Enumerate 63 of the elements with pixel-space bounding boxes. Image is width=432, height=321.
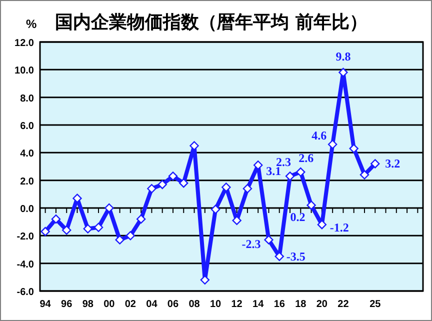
point (94, 222, 104, 232)
data-label: 9.8 (336, 49, 351, 64)
point (126, 231, 136, 240)
y-tick-label: 8.0 (20, 93, 34, 104)
point (115, 235, 124, 244)
x-tick-label: 00 (104, 299, 116, 310)
data-label: 2.6 (298, 151, 314, 166)
point (136, 214, 146, 224)
x-tick-label: 02 (124, 299, 136, 310)
y-tick-label: 4.0 (20, 148, 34, 160)
point (62, 226, 72, 235)
y-tick-label: 6.0 (20, 121, 34, 132)
x-tick-label: 04 (146, 299, 158, 310)
x-tick-label: 14 (252, 299, 264, 310)
y-tick-label: 0.0 (20, 204, 34, 215)
point (317, 220, 327, 230)
point (349, 144, 358, 154)
point (253, 160, 263, 170)
x-tick-label: 94 (40, 299, 52, 310)
point (83, 224, 92, 234)
point (200, 275, 210, 285)
x-tick-label: 98 (82, 299, 94, 310)
point (104, 203, 114, 213)
y-tick-label: -6.0 (16, 287, 34, 298)
x-tick-label: 10 (210, 299, 222, 310)
data-label: 3.2 (385, 156, 400, 171)
x-tick-label: 20 (316, 299, 328, 310)
data-label: -3.5 (286, 249, 306, 264)
x-tick-label: 16 (274, 299, 286, 310)
point (158, 180, 167, 190)
data-label: -1.2 (330, 220, 349, 235)
point (51, 214, 61, 224)
point (40, 226, 50, 236)
data-label: 0.2 (290, 210, 306, 224)
point (306, 200, 316, 210)
y-tick-label: 2.0 (20, 176, 34, 188)
point (179, 178, 188, 188)
point (285, 172, 295, 181)
x-tick-label: 18 (295, 299, 307, 310)
data-label: -2.3 (242, 236, 261, 251)
y-tick-label: -4.0 (16, 259, 34, 270)
x-tick-label: 22 (338, 299, 350, 310)
x-tick-label: 06 (167, 299, 179, 310)
point (210, 204, 220, 214)
y-tick-label: 10.0 (14, 66, 34, 77)
y-tick-label: -2.0 (16, 232, 34, 243)
point (328, 140, 338, 149)
x-tick-label: 12 (231, 299, 243, 310)
point (296, 167, 306, 177)
point (264, 235, 274, 244)
y-axis-title: % (26, 17, 37, 31)
point (147, 184, 156, 194)
x-tick-label: 08 (188, 299, 200, 310)
point (168, 172, 178, 181)
data-label: 4.6 (312, 128, 327, 142)
point (360, 170, 370, 180)
x-tick-label: 25 (370, 299, 382, 310)
point (232, 216, 242, 226)
x-tick-label: 96 (61, 299, 73, 310)
point (242, 184, 252, 194)
y-tick-label: 12.0 (14, 38, 34, 49)
chart-title: 国内企業物価指数（暦年平均 前年比） (55, 12, 368, 33)
point (370, 159, 380, 168)
